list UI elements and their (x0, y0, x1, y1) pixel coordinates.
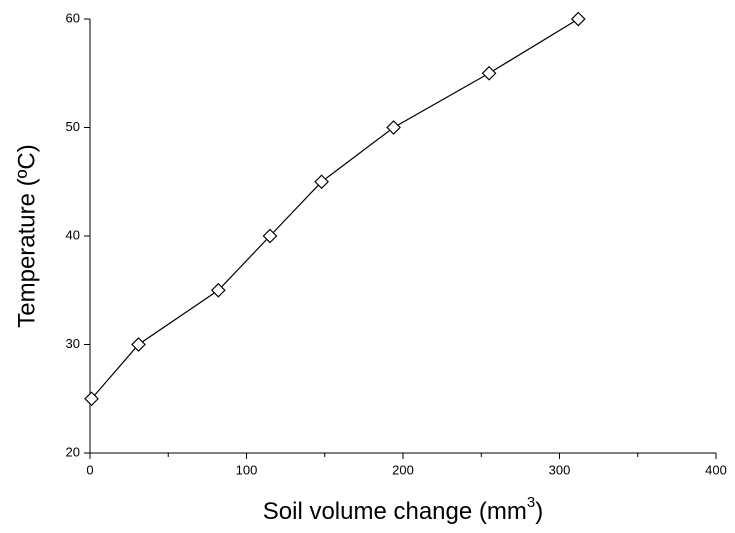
x-tick-label: 200 (392, 462, 414, 477)
x-tick-label: 0 (86, 462, 93, 477)
marker (84, 391, 99, 407)
x-tick-label: 400 (705, 462, 727, 477)
y-tick-label: 50 (66, 119, 80, 134)
x-title-end: ) (535, 498, 543, 525)
marker (481, 65, 497, 81)
x-tick-label: 100 (236, 462, 258, 477)
y-tick-label: 20 (66, 444, 80, 459)
y-axis-title: Temperature (ºC) (13, 144, 40, 327)
x-title-sup: 3 (527, 494, 535, 511)
marker (386, 120, 401, 135)
marker (131, 337, 146, 352)
marker (210, 282, 226, 298)
marker (314, 174, 329, 190)
y-tick-label: 40 (66, 227, 80, 242)
marker (262, 228, 278, 244)
x-axis-title: Soil volume change (mm3) (263, 494, 543, 525)
x-tick-label: 300 (549, 462, 571, 477)
line (91, 18, 579, 400)
y-tick-label: 60 (66, 10, 80, 25)
y-tick-label: 30 (66, 336, 80, 351)
marker (570, 11, 586, 27)
x-title-text: Soil volume change (mm (263, 498, 527, 525)
